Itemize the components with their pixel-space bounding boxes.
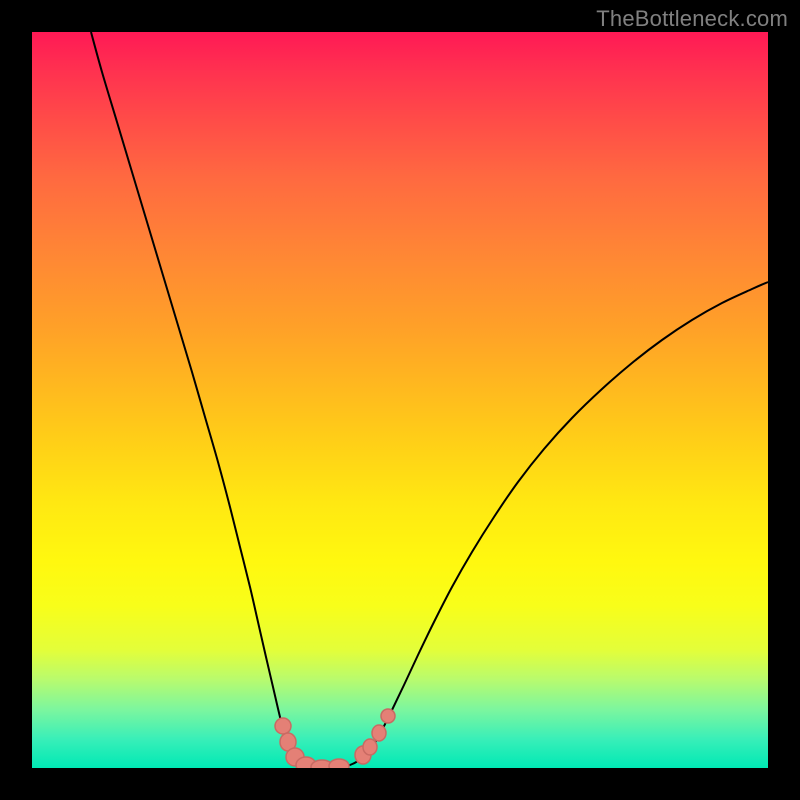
curve-marker: [329, 759, 349, 768]
bottleneck-curve-svg: [32, 32, 768, 768]
watermark-label: TheBottleneck.com: [596, 6, 788, 32]
chart-plot-area: [32, 32, 768, 768]
curve-marker: [275, 718, 291, 734]
bottleneck-curve: [91, 32, 768, 768]
curve-marker: [381, 709, 395, 723]
curve-marker: [363, 739, 377, 755]
curve-markers-group: [275, 709, 395, 768]
curve-marker: [372, 725, 386, 741]
